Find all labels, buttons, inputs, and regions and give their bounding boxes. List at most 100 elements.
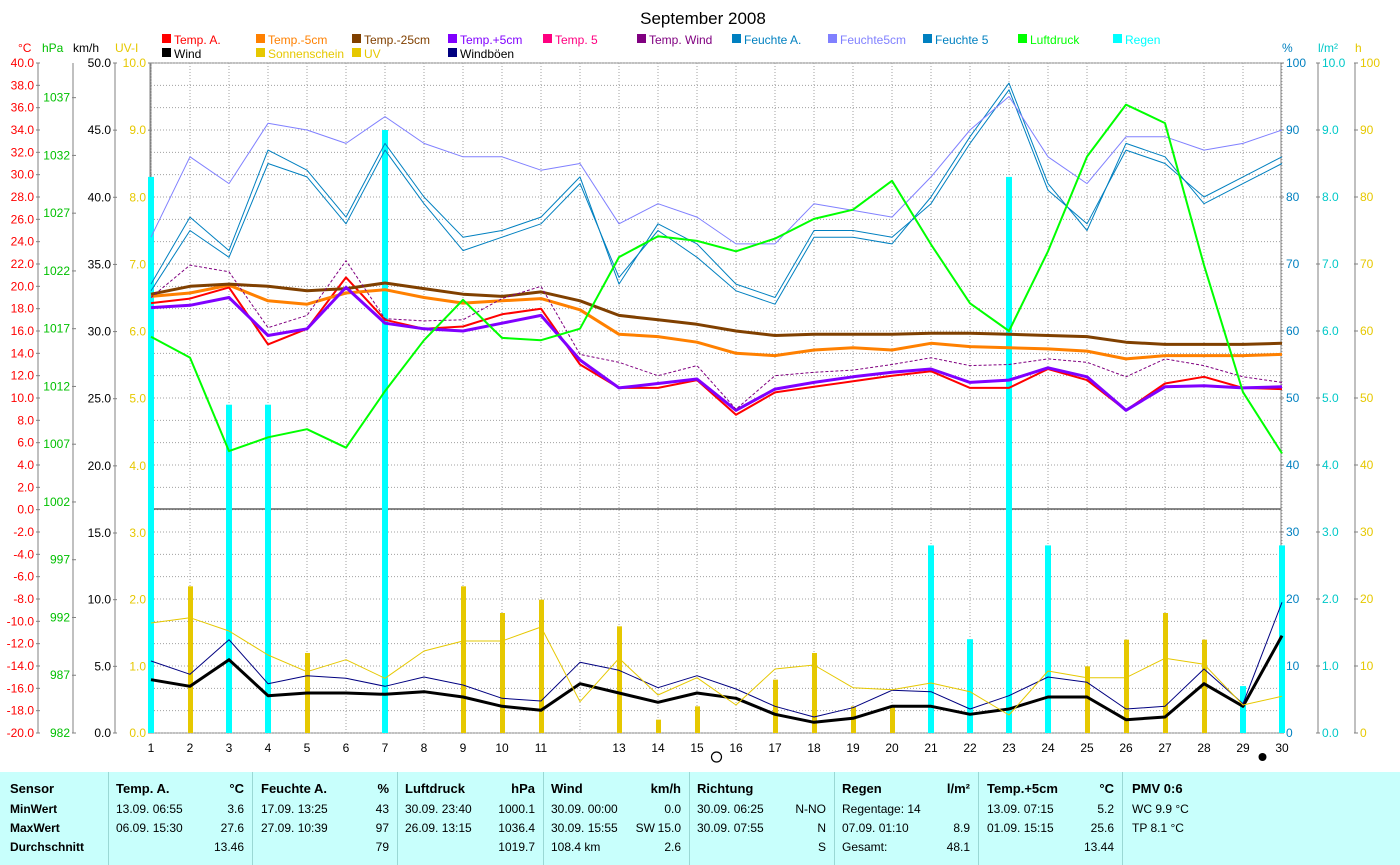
sunshine-bar: [461, 586, 466, 733]
temp-a-average: 13.46: [213, 840, 244, 854]
legend-item: Sonnenschein: [256, 47, 344, 61]
series-temp-25cm-line: [150, 281, 1283, 346]
legend-swatch: [923, 34, 932, 43]
temp-tick-label: 36.0: [11, 101, 35, 115]
temp-tick-label: -4.0: [13, 547, 34, 561]
legend-label: Feuchte 5: [935, 33, 989, 47]
uv-tick-label: 8.0: [129, 190, 146, 204]
temp5-max-value: 25.6: [1090, 821, 1114, 835]
series-wind-line: [150, 634, 1284, 724]
statistics-table: Sensor MinWert MaxWert Durchschnitt Temp…: [0, 772, 1400, 865]
legend-swatch: [256, 34, 265, 43]
feuchte-a-max-time: 27.09. 10:39: [261, 821, 328, 835]
richtung-min-time: 30.09. 06:25: [697, 802, 764, 816]
pressure-tick-label: 1007: [43, 437, 70, 451]
legend-item: Temp. A.: [162, 33, 221, 47]
legend-item: Windböen: [448, 47, 514, 61]
rain-bar: [1045, 545, 1051, 733]
legend-item: Temp.-25cm: [352, 33, 430, 47]
uv-tick-label: 2.0: [129, 593, 146, 607]
legend-item: Wind: [162, 47, 201, 61]
legend-label: Temp.-25cm: [364, 33, 430, 47]
humidity-tick-label: 80: [1286, 190, 1300, 204]
sun-tick-label: 90: [1360, 123, 1374, 137]
sun-unit: h: [1355, 41, 1362, 55]
rain-bar: [928, 545, 934, 733]
row-label-max: MaxWert: [10, 821, 60, 835]
pressure-tick-label: 1037: [43, 91, 70, 105]
sunshine-bar: [617, 626, 622, 733]
temp-unit: °C: [18, 41, 32, 55]
wind-unit: km/h: [650, 781, 681, 796]
luftdruck-min-value: 1000.1: [498, 802, 535, 816]
x-tick-label: 9: [460, 741, 467, 755]
temp-tick-label: -16.0: [7, 681, 35, 695]
wind-tick-label: 25.0: [88, 392, 112, 406]
temp-tick-label: 12.0: [11, 369, 35, 383]
wind-tick-label: 5.0: [94, 659, 111, 673]
rain-tick-label: 1.0: [1322, 659, 1339, 673]
wind-tick-label: 20.0: [88, 459, 112, 473]
x-tick-label: 18: [807, 741, 821, 755]
sun-tick-label: 30: [1360, 525, 1374, 539]
rain-bar: [265, 404, 271, 733]
rain-tick-label: 3.0: [1322, 525, 1339, 539]
wind-min-time: 30.09. 00:00: [551, 802, 618, 816]
new-moon-icon: [1258, 753, 1267, 761]
legend-swatch: [256, 48, 265, 57]
legend-item: UV: [352, 47, 381, 61]
sunshine-bar: [656, 719, 661, 733]
legend-item: Feuchte A.: [732, 33, 801, 47]
chart-lines: [150, 82, 1284, 724]
legend-swatch: [1113, 34, 1122, 43]
regen-max-time: 07.09. 01:10: [842, 821, 909, 835]
temp-tick-label: 0.0: [17, 503, 34, 517]
sun-tick-label: 50: [1360, 391, 1374, 405]
series-windb-en-line: [150, 602, 1283, 718]
legend-swatch: [448, 34, 457, 43]
legend-item: Temp.+5cm: [448, 33, 522, 47]
legend-label: Feuchte A.: [744, 33, 801, 47]
x-tick-label: 25: [1080, 741, 1094, 755]
stats-pmv-panel: PMV 0:6 WC 9.9 °C TP 8.1 °C: [1122, 772, 1399, 865]
pressure-tick-label: 982: [50, 726, 70, 740]
wind-max-value: 15.0: [657, 821, 681, 835]
regen-total-label: Gesamt:: [842, 840, 888, 854]
temp-tick-label: 8.0: [17, 413, 34, 427]
sunshine-bar: [1124, 639, 1129, 733]
legend-swatch: [162, 48, 171, 57]
series-feuchte-a-line: [150, 89, 1283, 298]
sun-tick-label: 20: [1360, 592, 1374, 606]
wind-min-value: 0.0: [664, 802, 681, 816]
humidity-tick-label: 40: [1286, 458, 1300, 472]
sun-tick-label: 0: [1360, 726, 1367, 740]
legend-item: Temp. Wind: [637, 33, 712, 47]
pressure-tick-label: 1012: [43, 379, 70, 393]
stats-temp5-panel: Temp.+5cm °C 13.09. 07:15 5.2 01.09. 15:…: [978, 772, 1123, 865]
temp-tick-label: 40.0: [11, 56, 35, 70]
temp-tick-label: -8.0: [13, 592, 34, 606]
legend-label: Temp. A.: [174, 33, 221, 47]
stats-luftdruck-panel: Luftdruck hPa 30.09. 23:40 1000.1 26.09.…: [397, 772, 544, 865]
pressure-unit: hPa: [42, 41, 64, 55]
pressure-tick-label: 1027: [43, 206, 70, 220]
legend-label: Temp. 5: [555, 33, 598, 47]
feuchte-a-min-value: 43: [375, 802, 389, 816]
temp-tick-label: 18.0: [11, 302, 35, 316]
legend-label: Temp.+5cm: [460, 33, 522, 47]
richtung-header: Richtung: [697, 781, 754, 796]
x-tick-label: 22: [963, 741, 977, 755]
temp-tick-label: 24.0: [11, 235, 35, 249]
legend-item: Feuchte 5: [923, 33, 989, 47]
x-tick-label: 3: [226, 741, 233, 755]
temp-tick-label: 22.0: [11, 257, 35, 271]
series-luftdruck-line: [150, 103, 1283, 454]
temp-tick-label: 34.0: [11, 123, 35, 137]
temp-tick-label: 32.0: [11, 145, 35, 159]
temp-tick-label: 2.0: [17, 480, 34, 494]
series-temp-wind-line: [150, 260, 1283, 410]
wind-tick-label: 50.0: [88, 56, 112, 70]
regen-max-value: 8.9: [953, 821, 970, 835]
series-feuchte5cm-line: [150, 96, 1283, 245]
legend-item: Regen: [1113, 33, 1160, 47]
